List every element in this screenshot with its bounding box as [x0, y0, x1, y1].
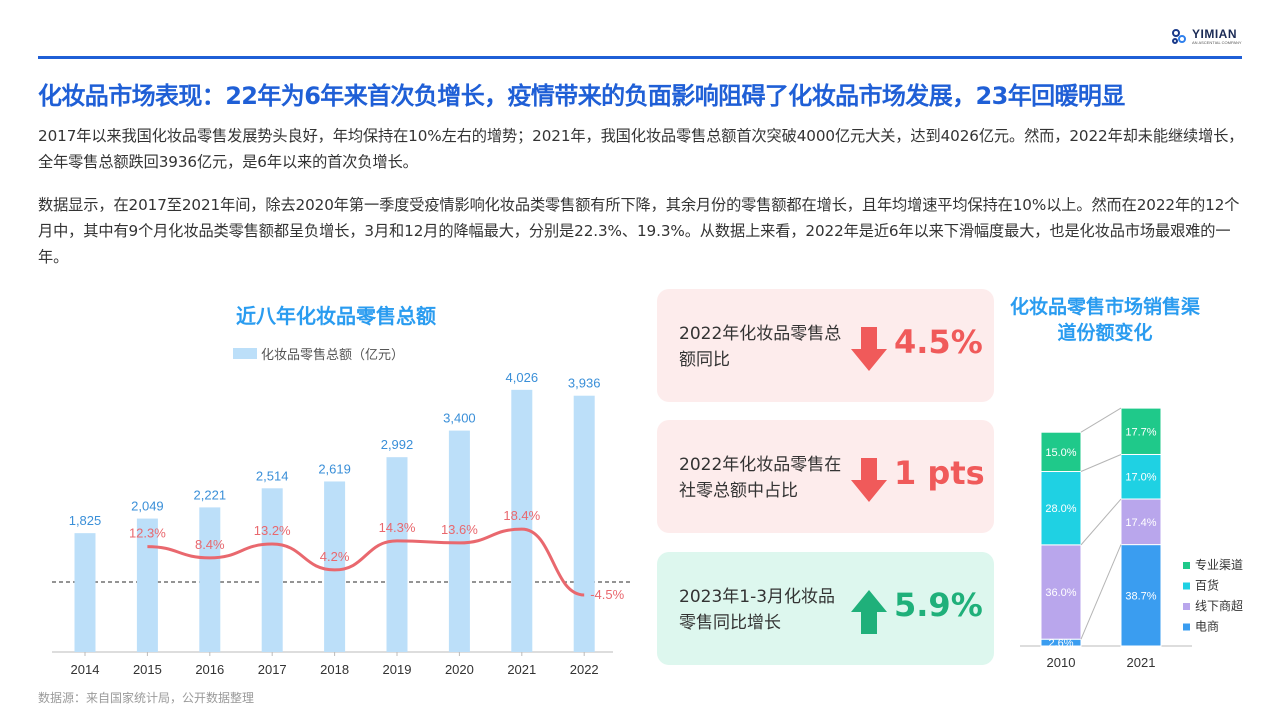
x-tick-label: 2021	[507, 662, 536, 677]
bar-value-label: 2,619	[318, 461, 351, 476]
x-tick-label: 2021	[1127, 655, 1156, 670]
legend-swatch	[1183, 582, 1190, 590]
logo-icon	[1172, 28, 1188, 45]
segment-label: 2.6%	[1048, 638, 1073, 650]
growth-label: 8.4%	[195, 537, 225, 552]
bar-value-label: 2,049	[131, 499, 164, 514]
segment-label: 17.7%	[1125, 426, 1156, 438]
down-arrow-icon	[851, 458, 887, 502]
growth-label: 13.6%	[441, 522, 478, 537]
growth-label: 18.4%	[503, 508, 540, 523]
stacked-segment	[1120, 544, 1162, 647]
legend-label: 专业渠道	[1195, 557, 1243, 572]
bar-value-label: 3,400	[443, 411, 476, 426]
stacked-segment	[1040, 544, 1082, 640]
legend-label: 电商	[1195, 619, 1219, 634]
x-tick-label: 2018	[320, 662, 349, 677]
logo-subtitle: AN ASCENTIAL COMPANY	[1192, 40, 1242, 45]
connector-line	[1080, 454, 1122, 472]
growth-label: 14.3%	[379, 520, 416, 535]
connector-line	[1080, 544, 1122, 640]
x-tick-label: 2020	[445, 662, 474, 677]
bar-value-label: 4,026	[506, 370, 539, 385]
bar-value-label: 2,992	[381, 437, 414, 452]
legend-swatch	[1183, 603, 1190, 610]
segment-label: 28.0%	[1045, 503, 1076, 515]
growth-label: -4.5%	[590, 587, 624, 602]
x-tick-label: 2017	[258, 662, 287, 677]
stat-card-growth: 2023年1-3月化妆品零售同比增长 5.9%	[657, 552, 994, 665]
bar	[136, 518, 158, 652]
stacked-segment	[1120, 498, 1162, 546]
main-chart-legend: 化妆品零售总额（亿元）	[233, 344, 404, 363]
bar-value-label: 2,221	[194, 487, 227, 502]
retail-total-chart: 1,825 2014 2,049 2015 2,221 2016 2,514 2017 2,61…	[52, 370, 630, 677]
main-chart-title: 近八年化妆品零售总额	[236, 304, 436, 328]
paragraph-intro: 2017年以来我国化妆品零售发展势头良好，年均保持在10%左右的增势；2021年…	[38, 127, 1244, 171]
page-headline: 化妆品市场表现：22年为6年来首次负增长，疫情带来的负面影响阻碍了化妆品市场发展…	[38, 82, 1125, 110]
header-rule	[38, 56, 1242, 59]
bar	[324, 481, 346, 652]
card-label: 2022年化妆品零售在社零总额中占比	[679, 455, 842, 501]
paragraph-detail: 数据显示，在2017至2021年间，除去2020年第一季度受疫情影响化妆品类零售…	[38, 196, 1240, 266]
x-tick-label: 2022	[570, 662, 599, 677]
bar-value-label: 2,514	[256, 468, 289, 483]
bar-value-label: 1,825	[69, 513, 102, 528]
growth-line	[147, 527, 585, 597]
card-value: 1 pts	[894, 454, 985, 492]
stacked-segment	[1040, 471, 1082, 546]
data-source-note: 数据源：来自国家统计局，公开数据整理	[38, 691, 255, 705]
stat-card-yoy: 2022年化妆品零售总额同比 4.5%	[657, 289, 994, 402]
card-label: 2023年1-3月化妆品零售同比增长	[679, 587, 836, 633]
bar	[573, 395, 595, 652]
legend-swatch	[1183, 623, 1190, 631]
segment-label: 15.0%	[1045, 447, 1076, 459]
segment-label: 17.0%	[1125, 472, 1156, 484]
bar	[448, 430, 470, 652]
segment-label: 38.7%	[1125, 590, 1156, 602]
growth-label: 12.3%	[129, 526, 166, 541]
stacked-segment	[1120, 407, 1162, 455]
bar-value-label: 3,936	[568, 376, 601, 391]
growth-label: 13.2%	[254, 523, 291, 538]
bar	[511, 389, 533, 652]
legend-label: 化妆品零售总额（亿元）	[261, 348, 405, 363]
x-tick-label: 2014	[71, 662, 100, 677]
x-tick-label: 2019	[383, 662, 412, 677]
bar	[74, 533, 96, 652]
x-tick-label: 2016	[195, 662, 224, 677]
bar	[261, 488, 283, 652]
bar	[199, 507, 221, 652]
legend-swatch	[233, 348, 257, 359]
x-tick-label: 2010	[1047, 655, 1076, 670]
segment-label: 17.4%	[1125, 517, 1156, 529]
up-arrow-icon	[851, 590, 887, 634]
channel-share-chart: 2.6% 36.0% 28.0% 15.0% 2010 38.7% 17.4% 17.0% 17…	[1020, 407, 1243, 670]
stat-card-share: 2022年化妆品零售在社零总额中占比 1 pts	[657, 420, 994, 533]
bar	[386, 457, 408, 652]
channel-chart-title: 化妆品零售市场销售渠道份额变化	[1010, 296, 1201, 344]
stacked-segment	[1120, 453, 1162, 500]
legend-swatch	[1183, 562, 1190, 569]
connector-line	[1080, 498, 1122, 546]
legend-label: 线下商超	[1195, 598, 1243, 613]
connector-line	[1080, 407, 1122, 433]
card-value: 4.5%	[894, 323, 983, 361]
growth-label: 4.2%	[320, 549, 350, 564]
legend-label: 百货	[1195, 578, 1219, 593]
card-value: 5.9%	[894, 586, 983, 624]
logo-name: YIMIAN	[1192, 27, 1237, 41]
segment-label: 36.0%	[1045, 587, 1076, 599]
card-label: 2022年化妆品零售总额同比	[679, 324, 842, 370]
stacked-segment	[1040, 431, 1082, 473]
x-tick-label: 2015	[133, 662, 162, 677]
down-arrow-icon	[851, 327, 887, 371]
brand-logo: YIMIAN AN ASCENTIAL COMPANY	[1172, 28, 1242, 45]
